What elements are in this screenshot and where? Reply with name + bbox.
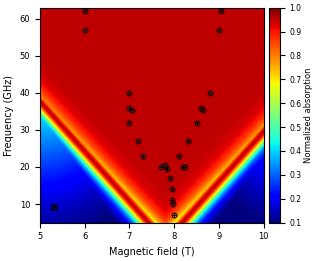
Y-axis label: Normalized absorption: Normalized absorption: [304, 67, 313, 163]
Y-axis label: Frequency (GHz): Frequency (GHz): [4, 75, 14, 156]
X-axis label: Magnetic field (T): Magnetic field (T): [109, 247, 195, 257]
Text: a: a: [49, 201, 58, 214]
